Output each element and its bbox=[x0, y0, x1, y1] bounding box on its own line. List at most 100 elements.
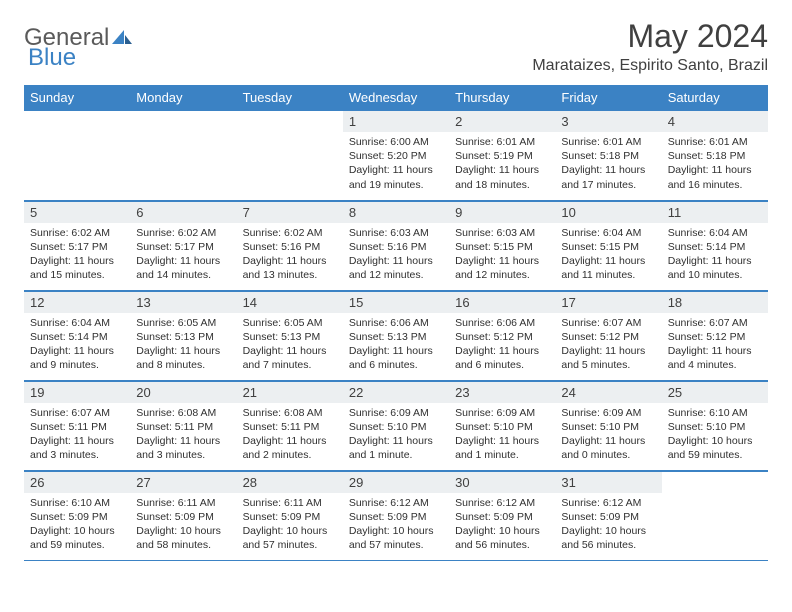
daylight-text-2: and 56 minutes. bbox=[455, 538, 549, 552]
sunrise-text: Sunrise: 6:12 AM bbox=[455, 496, 549, 510]
day-data: Sunrise: 6:04 AMSunset: 5:14 PMDaylight:… bbox=[24, 313, 130, 377]
sunrise-text: Sunrise: 6:07 AM bbox=[668, 316, 762, 330]
sunset-text: Sunset: 5:18 PM bbox=[561, 149, 655, 163]
daylight-text-2: and 12 minutes. bbox=[349, 268, 443, 282]
sunset-text: Sunset: 5:13 PM bbox=[349, 330, 443, 344]
day-data: Sunrise: 6:11 AMSunset: 5:09 PMDaylight:… bbox=[130, 493, 236, 557]
daylight-text-2: and 6 minutes. bbox=[349, 358, 443, 372]
day-number: 1 bbox=[343, 110, 449, 132]
sunset-text: Sunset: 5:12 PM bbox=[668, 330, 762, 344]
weekday-header: Monday bbox=[130, 85, 236, 110]
day-number: 14 bbox=[237, 291, 343, 313]
day-number: 3 bbox=[555, 110, 661, 132]
sunrise-text: Sunrise: 6:01 AM bbox=[668, 135, 762, 149]
day-number: 21 bbox=[237, 381, 343, 403]
calendar-cell: 10Sunrise: 6:04 AMSunset: 5:15 PMDayligh… bbox=[555, 200, 661, 290]
day-number: 25 bbox=[662, 381, 768, 403]
sunrise-text: Sunrise: 6:01 AM bbox=[455, 135, 549, 149]
calendar-cell: 4Sunrise: 6:01 AMSunset: 5:18 PMDaylight… bbox=[662, 110, 768, 200]
calendar-week-row: 12Sunrise: 6:04 AMSunset: 5:14 PMDayligh… bbox=[24, 290, 768, 380]
calendar-cell: 18Sunrise: 6:07 AMSunset: 5:12 PMDayligh… bbox=[662, 290, 768, 380]
weekday-header: Tuesday bbox=[237, 85, 343, 110]
day-number: 13 bbox=[130, 291, 236, 313]
sunset-text: Sunset: 5:10 PM bbox=[561, 420, 655, 434]
day-number: 29 bbox=[343, 471, 449, 493]
daylight-text-2: and 57 minutes. bbox=[243, 538, 337, 552]
sunset-text: Sunset: 5:20 PM bbox=[349, 149, 443, 163]
calendar-cell: 13Sunrise: 6:05 AMSunset: 5:13 PMDayligh… bbox=[130, 290, 236, 380]
day-number: 20 bbox=[130, 381, 236, 403]
calendar-week-row: 5Sunrise: 6:02 AMSunset: 5:17 PMDaylight… bbox=[24, 200, 768, 290]
sunset-text: Sunset: 5:10 PM bbox=[455, 420, 549, 434]
day-data: Sunrise: 6:10 AMSunset: 5:09 PMDaylight:… bbox=[24, 493, 130, 557]
sunrise-text: Sunrise: 6:10 AM bbox=[668, 406, 762, 420]
day-number: 7 bbox=[237, 201, 343, 223]
day-data: Sunrise: 6:03 AMSunset: 5:16 PMDaylight:… bbox=[343, 223, 449, 287]
sunrise-text: Sunrise: 6:01 AM bbox=[561, 135, 655, 149]
calendar-cell: 9Sunrise: 6:03 AMSunset: 5:15 PMDaylight… bbox=[449, 200, 555, 290]
daylight-text-1: Daylight: 11 hours bbox=[668, 344, 762, 358]
calendar-cell: 31Sunrise: 6:12 AMSunset: 5:09 PMDayligh… bbox=[555, 470, 661, 560]
sunrise-text: Sunrise: 6:12 AM bbox=[349, 496, 443, 510]
calendar-cell bbox=[130, 110, 236, 200]
header-right: May 2024 Marataizes, Espirito Santo, Bra… bbox=[532, 18, 768, 81]
calendar-cell: 21Sunrise: 6:08 AMSunset: 5:11 PMDayligh… bbox=[237, 380, 343, 470]
day-data: Sunrise: 6:10 AMSunset: 5:10 PMDaylight:… bbox=[662, 403, 768, 467]
sunset-text: Sunset: 5:09 PM bbox=[455, 510, 549, 524]
weekday-header: Thursday bbox=[449, 85, 555, 110]
day-data: Sunrise: 6:07 AMSunset: 5:11 PMDaylight:… bbox=[24, 403, 130, 467]
calendar-cell: 11Sunrise: 6:04 AMSunset: 5:14 PMDayligh… bbox=[662, 200, 768, 290]
daylight-text-2: and 0 minutes. bbox=[561, 448, 655, 462]
daylight-text-1: Daylight: 11 hours bbox=[243, 434, 337, 448]
calendar-cell: 24Sunrise: 6:09 AMSunset: 5:10 PMDayligh… bbox=[555, 380, 661, 470]
daylight-text-2: and 5 minutes. bbox=[561, 358, 655, 372]
sunrise-text: Sunrise: 6:11 AM bbox=[243, 496, 337, 510]
calendar-cell: 12Sunrise: 6:04 AMSunset: 5:14 PMDayligh… bbox=[24, 290, 130, 380]
sunset-text: Sunset: 5:13 PM bbox=[243, 330, 337, 344]
daylight-text-1: Daylight: 11 hours bbox=[136, 254, 230, 268]
day-number: 4 bbox=[662, 110, 768, 132]
sunset-text: Sunset: 5:15 PM bbox=[455, 240, 549, 254]
sunset-text: Sunset: 5:17 PM bbox=[136, 240, 230, 254]
calendar-cell: 29Sunrise: 6:12 AMSunset: 5:09 PMDayligh… bbox=[343, 470, 449, 560]
daylight-text-2: and 59 minutes. bbox=[30, 538, 124, 552]
daylight-text-1: Daylight: 11 hours bbox=[136, 434, 230, 448]
day-number: 16 bbox=[449, 291, 555, 313]
month-title: May 2024 bbox=[532, 18, 768, 55]
sunrise-text: Sunrise: 6:04 AM bbox=[30, 316, 124, 330]
calendar-cell: 2Sunrise: 6:01 AMSunset: 5:19 PMDaylight… bbox=[449, 110, 555, 200]
daylight-text-2: and 58 minutes. bbox=[136, 538, 230, 552]
calendar-cell: 22Sunrise: 6:09 AMSunset: 5:10 PMDayligh… bbox=[343, 380, 449, 470]
sunset-text: Sunset: 5:18 PM bbox=[668, 149, 762, 163]
daylight-text-1: Daylight: 11 hours bbox=[455, 344, 549, 358]
sunset-text: Sunset: 5:19 PM bbox=[455, 149, 549, 163]
calendar-cell: 6 Sunrise: 6:02 AMSunset: 5:17 PMDaylight… bbox=[130, 200, 236, 290]
daylight-text-1: Daylight: 10 hours bbox=[455, 524, 549, 538]
daylight-text-1: Daylight: 11 hours bbox=[561, 254, 655, 268]
sunset-text: Sunset: 5:14 PM bbox=[668, 240, 762, 254]
day-data: Sunrise: 6:08 AMSunset: 5:11 PMDaylight:… bbox=[130, 403, 236, 467]
daylight-text-2: and 6 minutes. bbox=[455, 358, 549, 372]
sunrise-text: Sunrise: 6:08 AM bbox=[136, 406, 230, 420]
sunrise-text: Sunrise: 6:10 AM bbox=[30, 496, 124, 510]
sunrise-text: Sunrise: 6:02 AM bbox=[136, 226, 230, 240]
daylight-text-2: and 18 minutes. bbox=[455, 178, 549, 192]
day-number: 6 bbox=[130, 201, 236, 223]
sunrise-text: Sunrise: 6:12 AM bbox=[561, 496, 655, 510]
daylight-text-2: and 13 minutes. bbox=[243, 268, 337, 282]
day-number: 27 bbox=[130, 471, 236, 493]
sunset-text: Sunset: 5:09 PM bbox=[561, 510, 655, 524]
daylight-text-1: Daylight: 11 hours bbox=[30, 344, 124, 358]
sunset-text: Sunset: 5:09 PM bbox=[243, 510, 337, 524]
calendar-cell: 16Sunrise: 6:06 AMSunset: 5:12 PMDayligh… bbox=[449, 290, 555, 380]
calendar-body: 1Sunrise: 6:00 AMSunset: 5:20 PMDaylight… bbox=[24, 110, 768, 560]
daylight-text-1: Daylight: 10 hours bbox=[30, 524, 124, 538]
day-number: 24 bbox=[555, 381, 661, 403]
daylight-text-1: Daylight: 10 hours bbox=[243, 524, 337, 538]
day-number-empty bbox=[237, 110, 343, 132]
day-number: 15 bbox=[343, 291, 449, 313]
sunrise-text: Sunrise: 6:06 AM bbox=[455, 316, 549, 330]
day-data: Sunrise: 6:04 AMSunset: 5:15 PMDaylight:… bbox=[555, 223, 661, 287]
calendar-cell: 26Sunrise: 6:10 AMSunset: 5:09 PMDayligh… bbox=[24, 470, 130, 560]
day-number: 9 bbox=[449, 201, 555, 223]
